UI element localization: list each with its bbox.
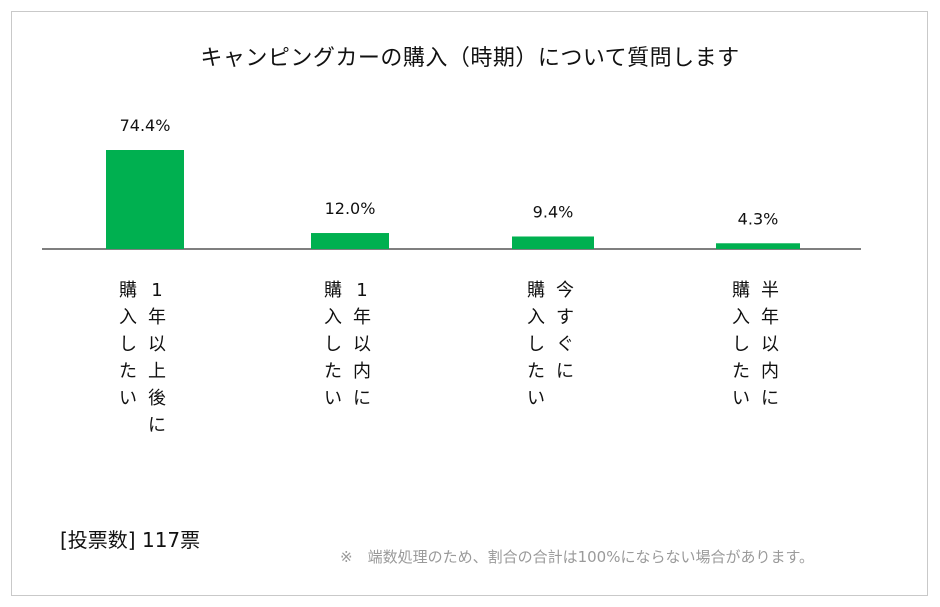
bar-4 bbox=[716, 243, 800, 249]
category-label-4-1: 半年以内に bbox=[761, 280, 779, 409]
bar-2 bbox=[311, 233, 389, 249]
category-label-1-2: 購入したい bbox=[119, 280, 137, 409]
bar-3 bbox=[512, 236, 594, 249]
vote-label: [投票数] bbox=[60, 528, 136, 552]
chart-title: キャンピングカーの購入（時期）について質問します bbox=[200, 46, 740, 71]
data-label-1: 74.4% bbox=[120, 116, 171, 135]
category-label-3-1: 今すぐに bbox=[556, 280, 574, 382]
category-label-1-1: 1 年以上後に bbox=[148, 280, 166, 436]
category-label-4-2: 購入したい bbox=[732, 280, 750, 409]
data-label-4: 4.3% bbox=[738, 209, 779, 228]
category-label-2-2: 購入したい bbox=[324, 280, 342, 409]
bar-1 bbox=[106, 150, 184, 249]
chart-frame bbox=[11, 11, 928, 596]
data-label-2: 12.0% bbox=[325, 199, 376, 218]
category-label-3-2: 購入したい bbox=[527, 280, 545, 409]
footnote: ※ 端数処理のため、割合の合計は100%にならない場合があります。 bbox=[340, 548, 814, 566]
vote-value: 117票 bbox=[141, 528, 201, 552]
category-label-2-1: 1 年以内に bbox=[353, 280, 371, 409]
data-label-3: 9.4% bbox=[533, 202, 574, 221]
vote-count: [投票数] 117票 bbox=[60, 524, 200, 553]
